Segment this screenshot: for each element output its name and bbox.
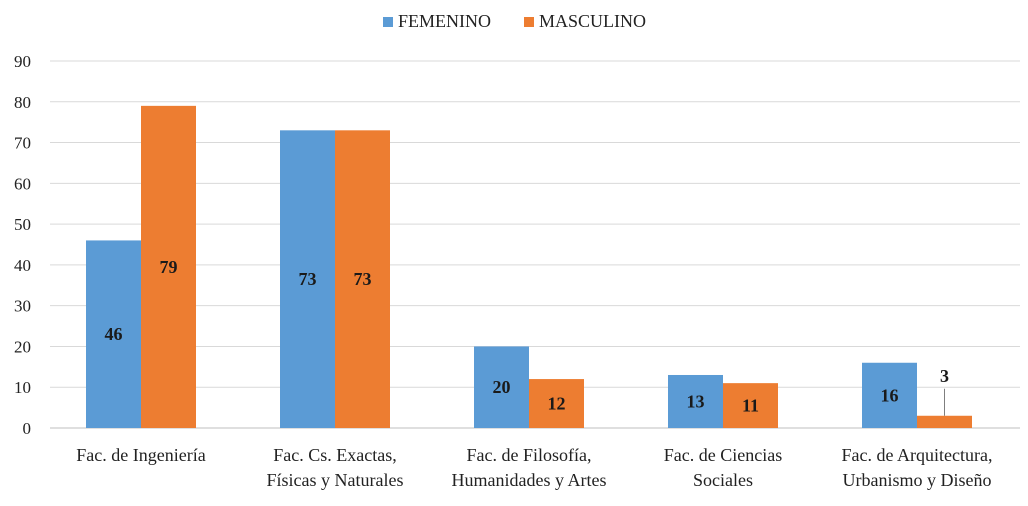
y-tick-label: 60 (14, 174, 31, 193)
bar-femenino-0 (86, 240, 141, 428)
bar-masculino-3 (723, 383, 778, 428)
y-tick-label: 50 (14, 215, 31, 234)
data-label-femenino-2: 20 (493, 377, 511, 397)
x-axis-categories: Fac. de Ingeniería Fac. Cs. Exactas, Físic… (76, 445, 992, 490)
data-label-femenino-0: 46 (105, 324, 123, 344)
bars (86, 105, 972, 429)
y-tick-label: 80 (14, 93, 31, 112)
data-label-masculino-1: 73 (354, 269, 372, 289)
x-category-label: Sociales (693, 470, 753, 490)
bar-masculino-0 (141, 105, 196, 428)
data-label-femenino-3: 13 (687, 391, 705, 411)
y-tick-label: 70 (14, 134, 31, 153)
x-category-label: Fac. de Arquitectura, (842, 445, 993, 465)
x-category-label: Fac. Cs. Exactas, (273, 445, 396, 465)
x-category-label: Fac. de Ciencias (664, 445, 782, 465)
y-tick-label: 90 (14, 52, 31, 71)
data-labels: 46 79 73 73 20 12 13 11 16 3 (105, 257, 949, 416)
bar-femenino-2 (474, 346, 529, 428)
bar-femenino-4 (862, 362, 917, 428)
y-tick-label: 30 (14, 297, 31, 316)
x-category-label: Fac. de Ingeniería (76, 445, 205, 465)
y-tick-label: 0 (23, 419, 32, 438)
bar-masculino-4 (917, 415, 972, 428)
bar-masculino-2 (529, 379, 584, 428)
x-category-label: Urbanismo y Diseño (843, 470, 992, 490)
x-category-label: Físicas y Naturales (267, 470, 404, 490)
data-label-masculino-3: 11 (742, 396, 759, 416)
data-label-femenino-1: 73 (299, 269, 317, 289)
y-tick-label: 10 (14, 378, 31, 397)
x-category-label: Humanidades y Artes (452, 470, 607, 490)
legend-swatch-femenino (383, 17, 393, 27)
data-label-femenino-4: 16 (881, 385, 899, 405)
data-label-masculino-4: 3 (940, 366, 949, 386)
y-tick-label: 20 (14, 337, 31, 356)
bar-femenino-3 (668, 374, 723, 428)
legend: FEMENINO MASCULINO (383, 11, 646, 31)
data-label-masculino-0: 79 (160, 257, 178, 277)
bar-femenino-1 (280, 130, 335, 429)
legend-swatch-masculino (524, 17, 534, 27)
x-category-label: Fac. de Filosofía, (467, 445, 592, 465)
bar-masculino-1 (335, 130, 390, 429)
y-tick-label: 40 (14, 256, 31, 275)
legend-label-masculino: MASCULINO (539, 11, 646, 31)
data-label-masculino-2: 12 (548, 394, 566, 414)
gridlines (50, 60, 1020, 388)
legend-label-femenino: FEMENINO (398, 11, 491, 31)
